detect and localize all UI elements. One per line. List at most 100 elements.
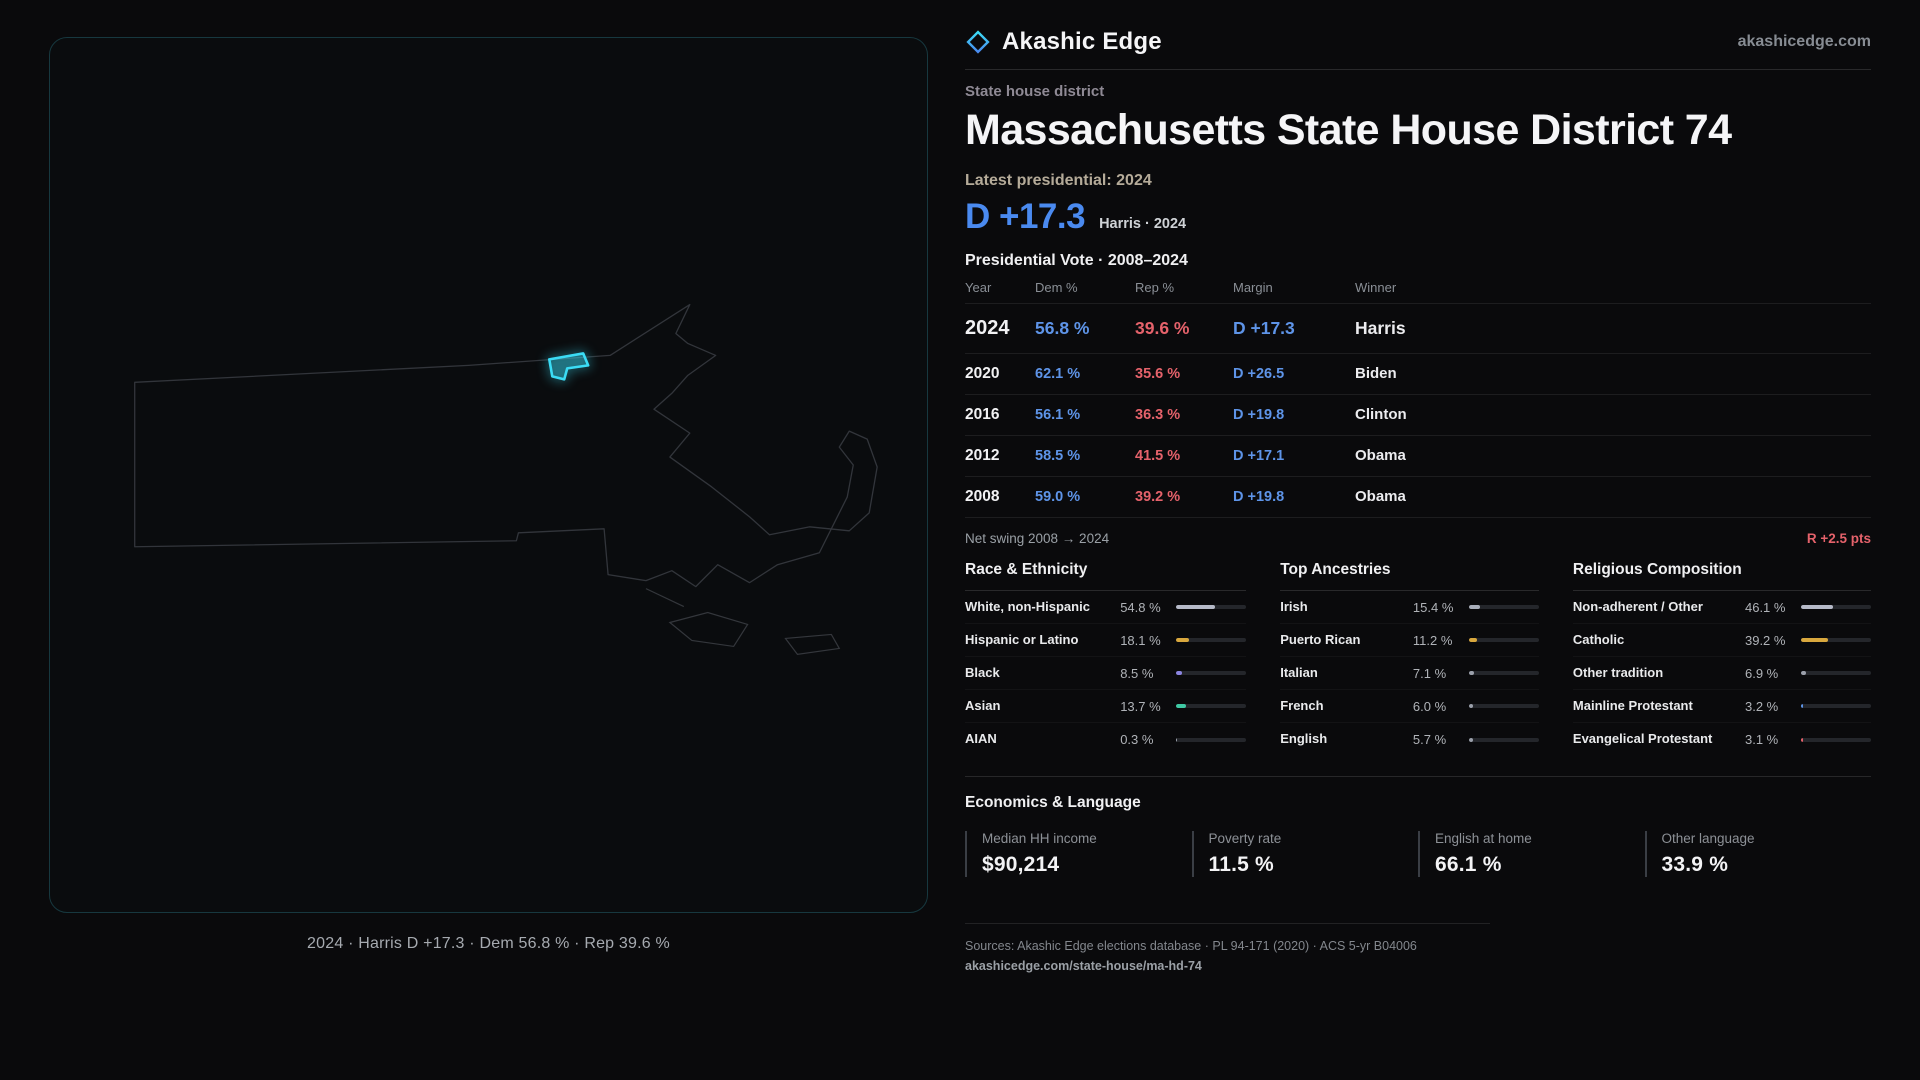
stat-label: Other language xyxy=(1661,831,1755,846)
demo-row: Puerto Rican 11.2 % xyxy=(1280,624,1539,657)
demo-value: 15.4 % xyxy=(1412,599,1454,615)
headline-margin: D +17.3 Harris · 2024 xyxy=(965,197,1871,237)
demo-row: Asian 13.7 % xyxy=(965,690,1247,723)
year-cell: 2024 xyxy=(965,317,1010,339)
col-year: Year xyxy=(965,280,992,295)
brand-name: Akashic Edge xyxy=(1002,28,1162,55)
demo-bar-fill xyxy=(1176,671,1183,675)
demo-row: Black 8.5 % xyxy=(965,657,1247,690)
demo-bar-fill xyxy=(1800,704,1804,708)
demo-row: French 6.0 % xyxy=(1280,690,1539,723)
margin-note: Harris · 2024 xyxy=(1099,216,1187,232)
demographics-grid: Race & Ethnicity White, non-Hispanic 54.… xyxy=(965,561,1871,756)
demo-bar xyxy=(1176,638,1247,642)
demo-label: Irish xyxy=(1280,598,1308,614)
demo-row: White, non-Hispanic 54.8 % xyxy=(965,591,1247,624)
col-winner: Winner xyxy=(1355,280,1397,295)
demo-row: English 5.7 % xyxy=(1280,723,1539,756)
stat-label: English at home xyxy=(1435,831,1532,846)
rep-cell: 35.6 % xyxy=(1135,366,1181,382)
rep-cell: 39.6 % xyxy=(1135,318,1190,338)
margin-cell: D +17.1 xyxy=(1233,448,1285,464)
brand: Akashic Edge xyxy=(965,28,1162,56)
stat-median-income: Median HH income $90,214 xyxy=(965,831,1192,877)
demo-bar-fill xyxy=(1800,605,1834,609)
vote-row-2008: 2008 59.0 % 39.2 % D +19.8 Obama xyxy=(965,477,1871,518)
demo-value: 7.1 % xyxy=(1412,665,1447,681)
map-column: 2024 · Harris D +17.3 · Dem 56.8 % · Rep… xyxy=(49,37,928,952)
footer-divider xyxy=(965,923,1491,924)
race-ethnicity-section: Race & Ethnicity White, non-Hispanic 54.… xyxy=(965,561,1247,756)
demo-value: 39.2 % xyxy=(1744,632,1786,648)
demo-bar xyxy=(1800,605,1871,609)
presidential-vote-table: Year Dem % Rep % Margin Winner 2024 56.8… xyxy=(965,270,1871,518)
stat-poverty-rate: Poverty rate 11.5 % xyxy=(1191,831,1419,877)
page-header: Akashic Edge akashicedge.com xyxy=(965,28,1871,56)
demo-value: 46.1 % xyxy=(1744,599,1786,615)
page-title: Massachusetts State House District 74 xyxy=(965,106,1732,154)
winner-cell: Obama xyxy=(1355,488,1406,505)
net-swing-label: Net swing 2008 → 2024 xyxy=(965,531,1110,546)
margin-cell: D +19.8 xyxy=(1233,407,1285,423)
margin-cell: D +17.3 xyxy=(1233,318,1295,338)
demo-label: White, non-Hispanic xyxy=(965,598,1090,614)
massachusetts-outline xyxy=(134,303,878,588)
demo-label: Other tradition xyxy=(1572,664,1664,680)
stat-label: Median HH income xyxy=(982,831,1097,846)
demo-bar xyxy=(1800,737,1871,742)
demo-row: Mainline Protestant 3.2 % xyxy=(1572,690,1871,723)
demo-label: Hispanic or Latino xyxy=(965,631,1079,647)
demo-value: 3.1 % xyxy=(1744,732,1779,747)
year-cell: 2020 xyxy=(965,365,1000,382)
demo-bar xyxy=(1800,671,1871,675)
top-ancestries-section: Top Ancestries Irish 15.4 % Puerto Rican… xyxy=(1280,561,1539,756)
demo-label: Puerto Rican xyxy=(1280,631,1361,647)
demo-label: Asian xyxy=(965,697,1001,713)
brand-domain-link[interactable]: akashicedge.com xyxy=(1737,33,1871,50)
vote-table-header-row: Year Dem % Rep % Margin Winner xyxy=(965,270,1871,304)
header-divider xyxy=(965,69,1871,70)
permalink-link[interactable]: akashicedge.com/state-house/ma-hd-74 xyxy=(965,959,1202,973)
net-swing-value: R +2.5 pts xyxy=(1806,531,1871,546)
margin-value: D +17.3 xyxy=(965,197,1086,236)
religious-composition-section: Religious Composition Non-adherent / Oth… xyxy=(1572,561,1871,756)
stat-value: 66.1 % xyxy=(1435,853,1502,876)
demo-bar-fill xyxy=(1800,671,1806,675)
stat-value: 11.5 % xyxy=(1208,853,1274,876)
demo-label: Mainline Protestant xyxy=(1572,697,1693,713)
section-title: Race & Ethnicity xyxy=(965,561,1247,591)
elizabeth-islands-outline xyxy=(645,588,685,608)
vote-table-title: Presidential Vote · 2008–2024 xyxy=(965,252,1188,269)
demo-bar-fill xyxy=(1176,605,1215,609)
section-title: Religious Composition xyxy=(1572,561,1871,591)
demo-bar xyxy=(1468,737,1539,742)
demo-value: 8.5 % xyxy=(1120,665,1154,681)
demo-row: AIAN 0.3 % xyxy=(965,723,1247,756)
demo-value: 3.2 % xyxy=(1744,698,1779,714)
section-title: Top Ancestries xyxy=(1280,561,1539,591)
winner-cell: Biden xyxy=(1355,365,1397,382)
winner-cell: Harris xyxy=(1355,318,1406,338)
demo-bar-fill xyxy=(1800,638,1829,642)
vote-row-2024: 2024 56.8 % 39.6 % D +17.3 Harris xyxy=(965,304,1871,354)
demo-label: Evangelical Protestant xyxy=(1572,731,1713,747)
demo-bar-fill xyxy=(1468,704,1474,708)
demo-value: 0.3 % xyxy=(1120,732,1154,747)
demo-value: 6.9 % xyxy=(1744,665,1779,681)
stat-label: Poverty rate xyxy=(1208,831,1282,846)
demo-label: Catholic xyxy=(1572,631,1625,647)
demo-bar-fill xyxy=(1468,671,1474,675)
demo-value: 11.2 % xyxy=(1412,632,1453,648)
net-swing-row: Net swing 2008 → 2024 R +2.5 pts xyxy=(965,518,1871,561)
nantucket-outline xyxy=(784,633,841,656)
economics-title: Economics & Language xyxy=(965,794,1141,811)
rep-cell: 41.5 % xyxy=(1135,448,1181,464)
info-column: Akashic Edge akashicedge.com State house… xyxy=(965,0,1920,1080)
demo-label: Italian xyxy=(1280,664,1318,680)
demo-label: English xyxy=(1280,731,1328,747)
year-cell: 2012 xyxy=(965,447,1000,464)
dem-cell: 62.1 % xyxy=(1035,366,1081,382)
winner-cell: Clinton xyxy=(1355,406,1407,423)
demo-row: Evangelical Protestant 3.1 % xyxy=(1573,723,1871,756)
diamond-logo-icon xyxy=(966,30,990,54)
